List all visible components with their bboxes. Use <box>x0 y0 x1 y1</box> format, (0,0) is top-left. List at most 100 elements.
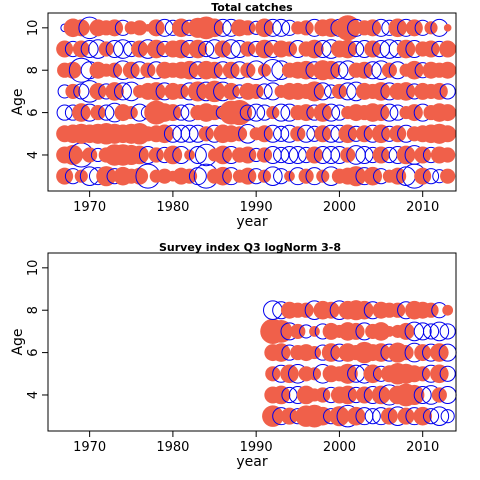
bubble-positive <box>164 104 182 122</box>
x-tick-label: 2010 <box>406 200 439 215</box>
bubble-negative <box>413 385 432 404</box>
bubble-negative <box>429 321 450 342</box>
bubble-positive <box>72 19 90 37</box>
bubble-positive <box>440 168 456 184</box>
bubble-positive <box>398 345 414 361</box>
bubble-negative <box>272 18 291 37</box>
bubble-negative <box>363 61 382 80</box>
y-tick-label: 10 <box>26 260 41 277</box>
x-tick-label: 1970 <box>73 200 106 215</box>
bubble-positive <box>396 82 416 101</box>
plot-frame <box>47 12 457 192</box>
bubble-positive <box>171 18 191 38</box>
bubble-positive <box>338 385 358 405</box>
bubble-positive <box>146 39 166 59</box>
bubble-positive <box>188 39 208 59</box>
bubble-positive <box>440 147 456 163</box>
bubble-positive <box>430 82 448 100</box>
y-axis-label: Age <box>10 88 26 115</box>
bubble-negative <box>313 82 332 101</box>
bubble-positive <box>240 62 256 78</box>
y-axis: 4 6 8 10 <box>26 20 49 159</box>
bubble-negative <box>280 145 299 164</box>
bubble-marks <box>260 300 457 428</box>
bubble-negative <box>272 103 291 122</box>
bubble-positive <box>414 167 432 185</box>
y-tick-label: 6 <box>26 108 41 116</box>
bubble-positive <box>74 169 88 183</box>
bubble-positive <box>405 19 423 37</box>
bubble-positive <box>315 387 331 403</box>
bubble-positive <box>443 24 452 32</box>
bubble-positive <box>64 61 82 79</box>
bubble-positive <box>271 385 291 405</box>
bubble-positive <box>316 169 330 183</box>
bubble-negative <box>73 83 90 100</box>
bubble-positive <box>131 167 149 185</box>
bubble-positive <box>131 40 149 58</box>
bubble-positive <box>82 147 98 163</box>
panel-survey-index: Survey index Q3 logNorm 3-8 1970 1980 1990… <box>10 241 457 470</box>
bubble-positive <box>239 146 257 164</box>
bubble-positive <box>132 20 148 36</box>
bubble-negative <box>439 365 456 382</box>
bubble-negative <box>80 40 99 59</box>
bubble-positive <box>271 343 291 362</box>
x-tick-label: 1990 <box>240 200 273 215</box>
bubble-negative <box>173 104 190 121</box>
bubble-negative <box>422 323 440 340</box>
bubble-positive <box>203 80 226 103</box>
bubble-positive <box>307 367 322 381</box>
bubble-positive <box>231 126 248 142</box>
bubble-positive <box>62 144 84 166</box>
bubble-positive <box>206 105 223 121</box>
bubble-negative <box>347 40 365 58</box>
y-tick-label: 8 <box>26 306 41 314</box>
bubble-positive <box>90 105 106 121</box>
bubble-positive <box>148 147 164 163</box>
bubble-negative <box>439 323 456 340</box>
bubble-positive <box>371 322 391 341</box>
bubble-positive <box>371 124 391 144</box>
bubble-negative <box>439 83 456 100</box>
bubble-positive <box>226 100 253 126</box>
bubble-positive <box>322 301 340 319</box>
bubble-positive <box>65 83 81 99</box>
plot-frame <box>47 252 457 432</box>
bubble-negative <box>113 82 132 101</box>
bubble-negative <box>105 40 124 59</box>
bubble-positive <box>187 81 208 102</box>
bubble-positive <box>298 302 314 318</box>
y-tick-label: 8 <box>26 66 41 74</box>
y-axis: 4 6 8 10 <box>26 260 49 399</box>
bubble-positive <box>340 147 356 163</box>
bubble-positive <box>240 20 256 36</box>
bubble-positive <box>338 39 358 59</box>
bubble-positive <box>290 323 306 339</box>
y-tick-label: 10 <box>26 20 41 37</box>
panel-total-catches: Total catches 1970 1980 1990 2000 2010 4 6 8 10… <box>10 1 457 230</box>
bubble-negative <box>422 408 440 425</box>
bubble-positive <box>248 83 264 99</box>
bubble-positive <box>214 40 232 58</box>
bubble-positive <box>96 166 117 187</box>
bubble-positive <box>280 364 299 384</box>
bubble-negative <box>180 124 199 143</box>
chart-title: Survey index Q3 logNorm 3-8 <box>159 241 341 254</box>
bubble-positive <box>106 19 124 37</box>
bubble-negative <box>56 104 73 121</box>
bubble-negative <box>380 103 399 122</box>
bubble-positive <box>307 346 322 360</box>
bubble-negative <box>263 18 282 37</box>
x-tick-label: 1990 <box>240 440 273 455</box>
bubble-negative <box>256 83 273 100</box>
bubble-positive <box>280 407 298 425</box>
bubble-positive <box>363 166 383 186</box>
bubble-negative <box>239 104 256 121</box>
bubble-positive <box>371 385 391 405</box>
bubble-positive <box>439 125 457 143</box>
bubble-positive <box>439 104 457 122</box>
bubble-negative <box>422 168 440 185</box>
bubble-negative <box>355 145 374 164</box>
bubble-positive <box>56 167 74 185</box>
